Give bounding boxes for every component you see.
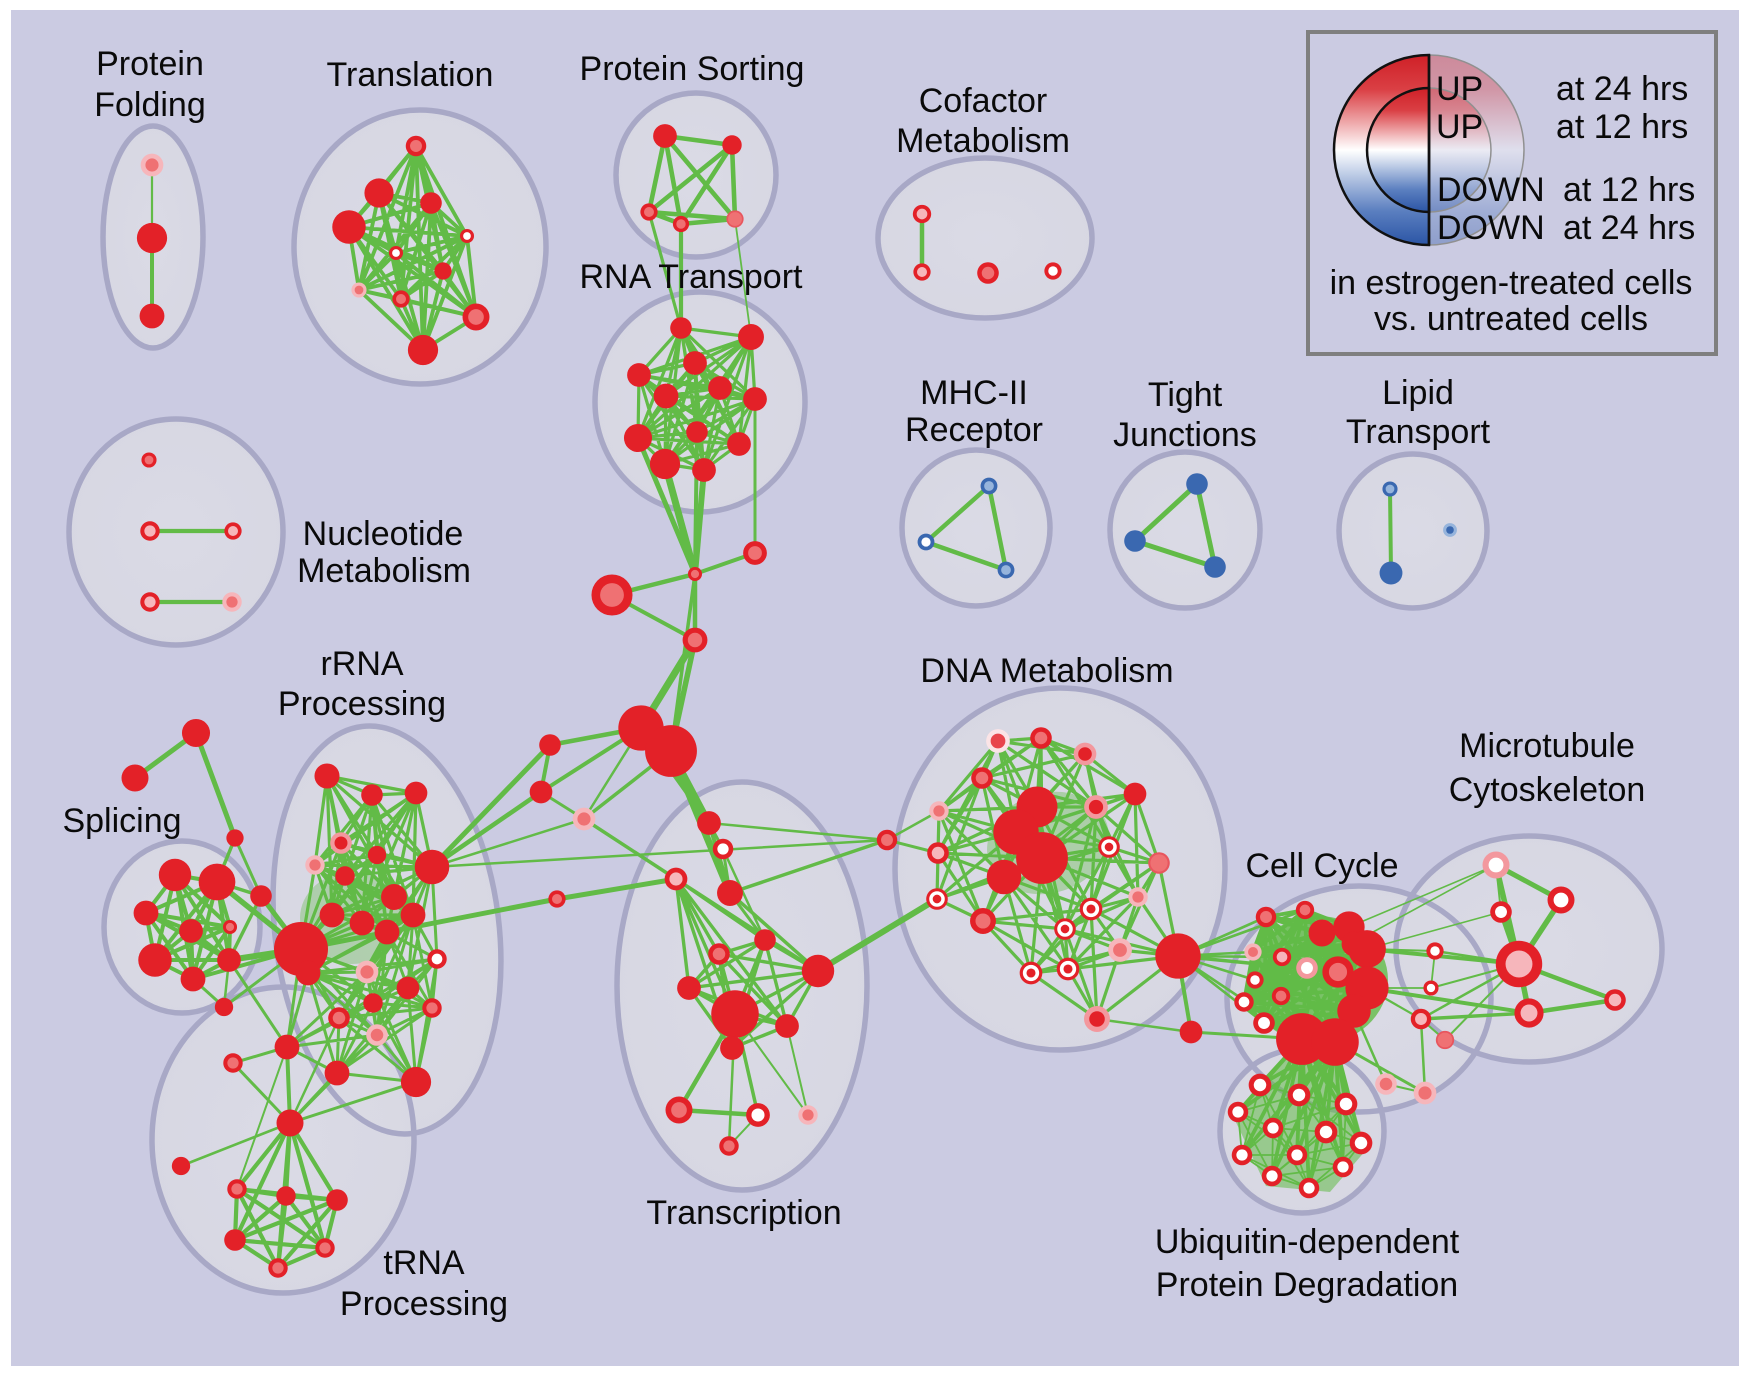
svg-text:Cofactor: Cofactor [919,82,1048,120]
svg-text:DOWN: DOWN [1437,209,1545,247]
svg-text:DNA Metabolism: DNA Metabolism [920,652,1173,690]
svg-text:Microtubule: Microtubule [1459,727,1635,765]
svg-text:Folding: Folding [94,86,206,124]
svg-text:Receptor: Receptor [905,411,1043,449]
svg-text:Processing: Processing [278,685,446,723]
svg-text:Junctions: Junctions [1113,416,1257,454]
svg-text:Lipid: Lipid [1382,374,1454,412]
svg-text:Metabolism: Metabolism [297,552,471,590]
svg-text:in estrogen-treated cells: in estrogen-treated cells [1330,264,1693,302]
svg-text:MHC-II: MHC-II [920,374,1028,412]
svg-text:at 24 hrs: at 24 hrs [1556,70,1688,108]
svg-text:Splicing: Splicing [62,802,181,840]
svg-text:Translation: Translation [327,56,494,94]
svg-text:Metabolism: Metabolism [896,122,1070,160]
svg-text:vs. untreated cells: vs. untreated cells [1374,300,1648,338]
svg-text:Nucleotide: Nucleotide [303,515,464,553]
svg-text:Protein: Protein [96,45,204,83]
svg-text:UP: UP [1436,108,1483,146]
svg-text:Protein Degradation: Protein Degradation [1156,1266,1458,1304]
svg-text:at 12 hrs: at 12 hrs [1563,171,1695,209]
svg-text:Cytoskeleton: Cytoskeleton [1449,771,1646,809]
svg-text:Protein Sorting: Protein Sorting [580,50,805,88]
svg-text:at 12 hrs: at 12 hrs [1556,108,1688,146]
svg-text:Transport: Transport [1346,413,1491,451]
svg-text:Cell Cycle: Cell Cycle [1245,847,1398,885]
svg-text:DOWN: DOWN [1437,171,1545,209]
svg-text:Transcription: Transcription [646,1194,841,1232]
svg-text:Tight: Tight [1148,376,1223,414]
svg-text:RNA Transport: RNA Transport [580,258,804,296]
svg-text:tRNA: tRNA [383,1244,465,1282]
svg-text:UP: UP [1436,70,1483,108]
svg-text:rRNA: rRNA [320,645,403,683]
svg-text:Processing: Processing [340,1285,508,1323]
svg-text:Ubiquitin-dependent: Ubiquitin-dependent [1155,1223,1460,1261]
svg-text:at 24 hrs: at 24 hrs [1563,209,1695,247]
